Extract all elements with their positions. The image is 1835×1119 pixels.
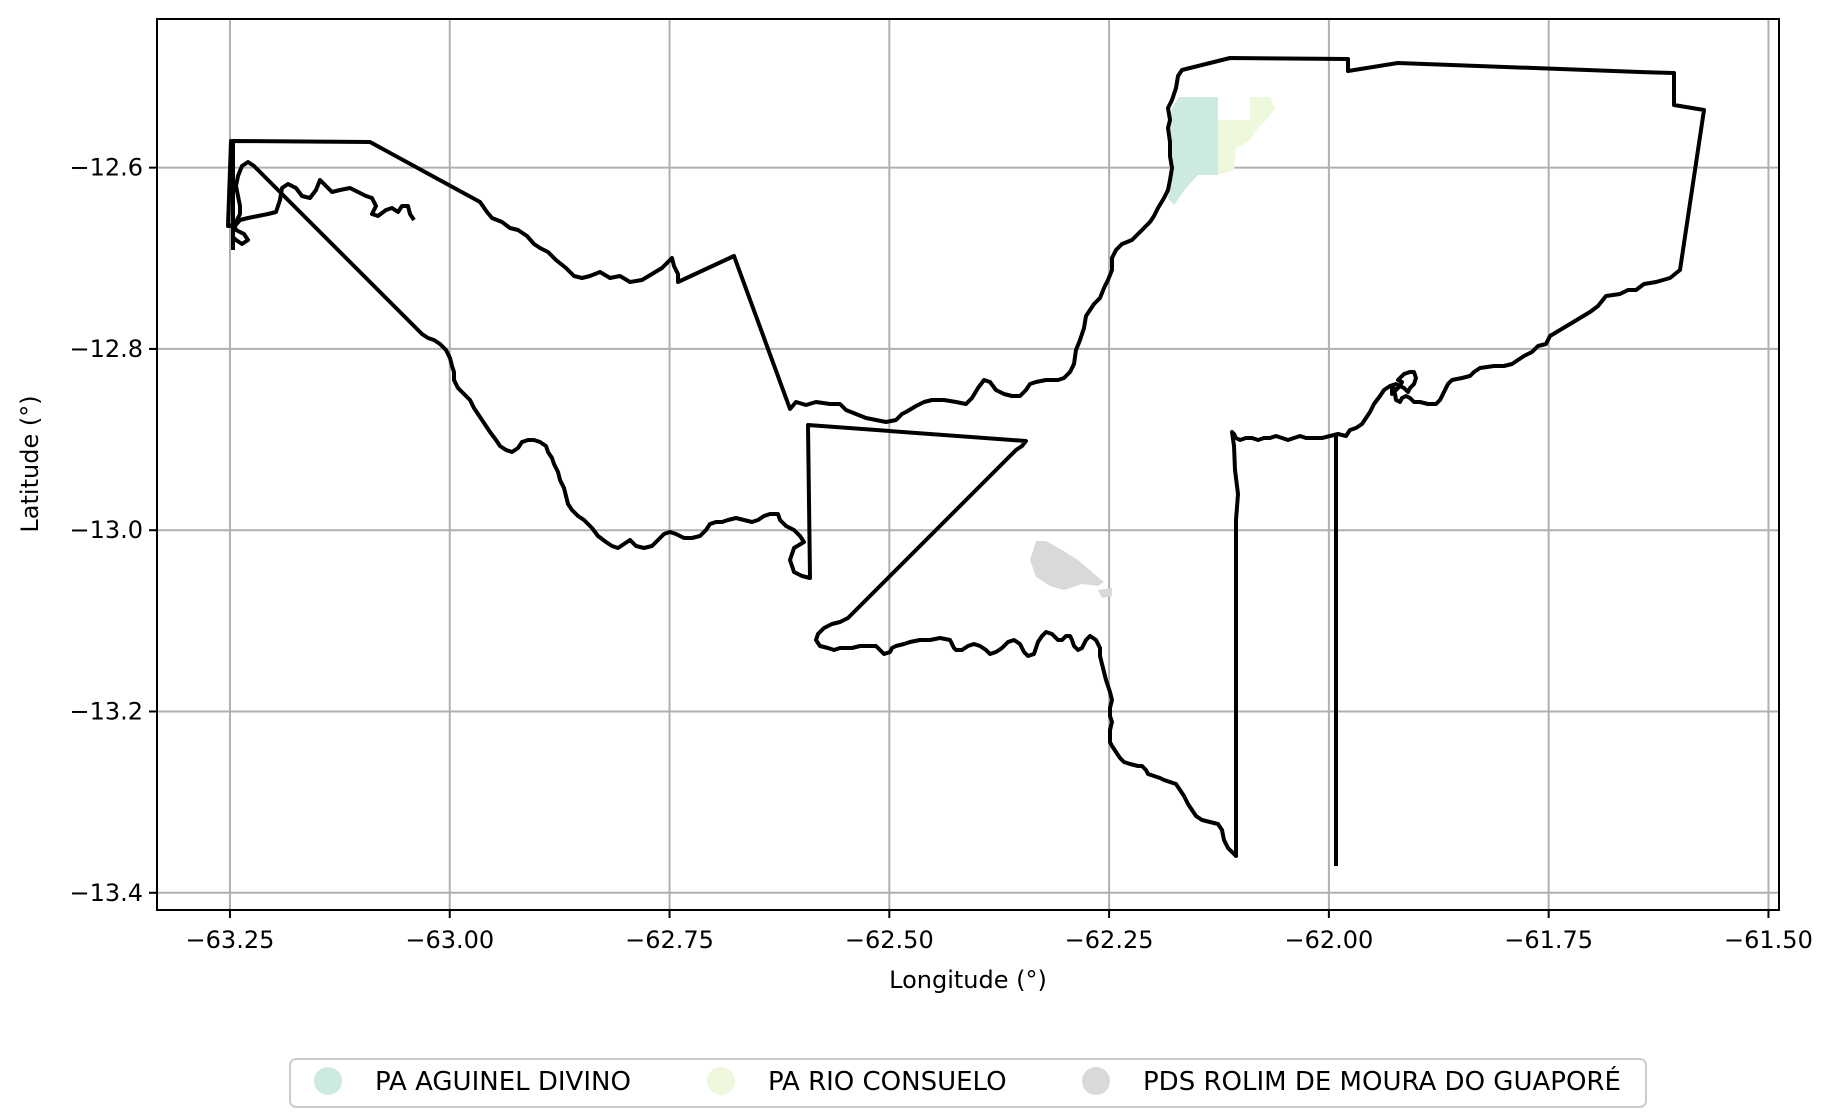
x-tick-label: −61.50 xyxy=(1724,926,1813,954)
polygon-pa-rio-consuelo xyxy=(1218,97,1275,175)
polygon-pa-aguinel-divino xyxy=(1168,97,1218,205)
legend-marker xyxy=(1082,1067,1110,1095)
x-tick-label: −62.00 xyxy=(1284,926,1373,954)
y-tick-label: −12.6 xyxy=(69,154,143,182)
legend-label: PDS ROLIM DE MOURA DO GUAPORÉ xyxy=(1143,1065,1621,1097)
x-tick-label: −61.75 xyxy=(1504,926,1593,954)
axes-frame xyxy=(156,18,1780,911)
y-axis-label: Latitude (°) xyxy=(16,395,44,532)
legend: PA AGUINEL DIVINO PA RIO CONSUELO PDS ROLI… xyxy=(289,1058,1647,1108)
y-tick-label: −13.0 xyxy=(69,516,143,544)
polygon-pds-rolim-de-moura-small xyxy=(1098,588,1112,598)
x-tick-label: −62.75 xyxy=(625,926,714,954)
legend-box xyxy=(289,1058,1647,1108)
y-tick-label: −13.4 xyxy=(69,879,143,907)
x-axis-ticks: −63.25 −63.00 −62.75 −62.50 −62.25 −62.00 −61.… xyxy=(186,910,1813,954)
x-tick-label: −63.25 xyxy=(186,926,275,954)
x-tick-label: −62.25 xyxy=(1065,926,1154,954)
x-tick-label: −63.00 xyxy=(405,926,494,954)
y-tick-label: −13.2 xyxy=(69,697,143,725)
legend-label: PA RIO CONSUELO xyxy=(768,1067,1007,1097)
legend-marker xyxy=(314,1067,342,1095)
settlement-polygons xyxy=(1030,97,1275,598)
legend-marker xyxy=(707,1067,735,1095)
legend-label: PA AGUINEL DIVINO xyxy=(375,1067,631,1097)
y-axis-ticks: −12.6 −12.8 −13.0 −13.2 −13.4 xyxy=(69,154,157,907)
grid-lines xyxy=(157,19,1779,910)
municipality-boundary xyxy=(226,56,1706,858)
polygon-pds-rolim-de-moura-do-guapore xyxy=(1030,541,1104,590)
x-tick-label: −62.50 xyxy=(845,926,934,954)
plot-area xyxy=(157,19,1779,910)
plot-background xyxy=(157,19,1779,910)
boundary-details xyxy=(230,141,1338,866)
y-tick-label: −12.8 xyxy=(69,335,143,363)
x-axis-label: Longitude (°) xyxy=(889,966,1047,994)
